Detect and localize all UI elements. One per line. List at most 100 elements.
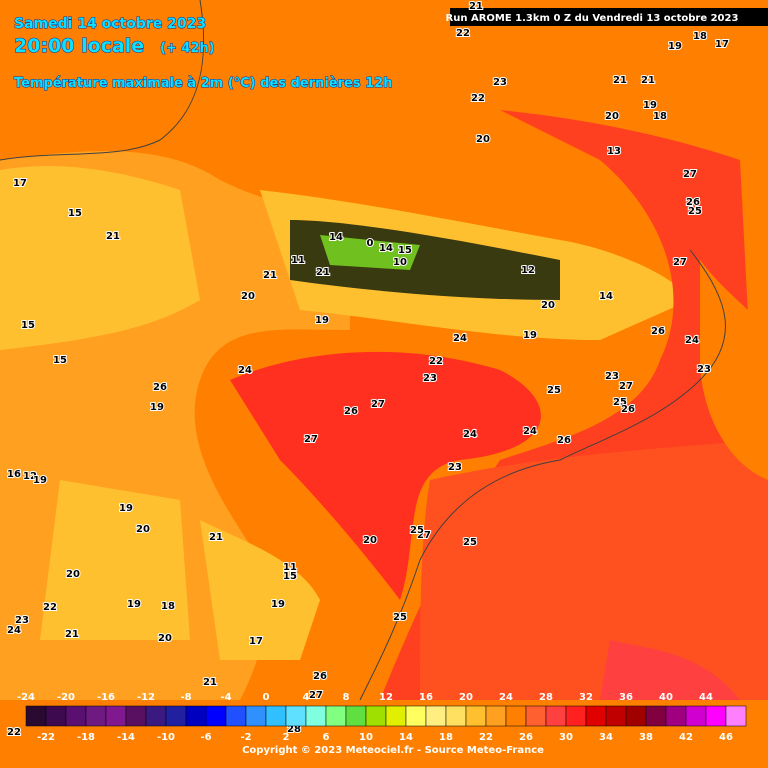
temperature-label: 13	[607, 146, 621, 157]
scale-label: 18	[439, 732, 453, 743]
temperature-label: 18	[653, 111, 667, 122]
time: 20:00 locale	[14, 35, 144, 57]
temperature-label: 27	[673, 257, 687, 268]
temperature-label: 18	[161, 601, 175, 612]
scale-label: 34	[599, 732, 613, 743]
temperature-label: 19	[150, 402, 164, 413]
scale-label: 0	[263, 692, 270, 703]
scale-label: -16	[97, 692, 115, 703]
temperature-label: 21	[613, 75, 627, 86]
temperature-label: 19	[271, 599, 285, 610]
scale-swatch	[645, 705, 667, 727]
scale-swatch	[265, 705, 287, 727]
temperature-label: 20	[363, 535, 377, 546]
scale-swatch	[165, 705, 187, 727]
temperature-label: 17	[715, 39, 729, 50]
scale-swatch	[225, 705, 247, 727]
scale-label: -24	[17, 692, 35, 703]
scale-swatch	[545, 705, 567, 727]
temperature-label: 21	[316, 267, 330, 278]
scale-label: -2	[240, 732, 251, 743]
scale-swatch	[325, 705, 347, 727]
run-box	[450, 8, 768, 26]
scale-label: -20	[57, 692, 75, 703]
temperature-label: 14	[329, 232, 343, 243]
temperature-label: 23	[448, 462, 462, 473]
temperature-label: 15	[283, 571, 297, 582]
scale-swatch	[45, 705, 67, 727]
temperature-label: 19	[523, 330, 537, 341]
scale-label: 28	[539, 692, 553, 703]
scale-label: 20	[459, 692, 473, 703]
scale-swatch	[565, 705, 587, 727]
temperature-label: 11	[291, 255, 305, 266]
scale-label: -4	[220, 692, 231, 703]
temperature-label: 26	[557, 435, 571, 446]
temperature-label: 27	[683, 169, 697, 180]
temperature-label: 20	[66, 569, 80, 580]
scale-label: 24	[499, 692, 513, 703]
scale-label: 4	[303, 692, 310, 703]
temperature-label: 26	[153, 382, 167, 393]
scale-swatch	[485, 705, 507, 727]
scale-label: 46	[719, 732, 733, 743]
scale-swatch	[285, 705, 307, 727]
temperature-label: 23	[697, 364, 711, 375]
scale-label: 14	[399, 732, 413, 743]
scale-label: 44	[699, 692, 713, 703]
scale-label: -14	[117, 732, 135, 743]
scale-label: 16	[419, 692, 433, 703]
temperature-label: 16	[7, 469, 21, 480]
scale-swatch	[365, 705, 387, 727]
scale-label: 26	[519, 732, 533, 743]
temperature-label: 27	[304, 434, 318, 445]
temperature-label: 17	[13, 178, 27, 189]
temperature-label: 20	[541, 300, 555, 311]
date: Samedi 14 octobre 2023	[14, 16, 206, 32]
temperature-label: 19	[127, 599, 141, 610]
temperature-label: 18	[693, 31, 707, 42]
temperature-label: 21	[106, 231, 120, 242]
scale-label: 8	[343, 692, 350, 703]
temperature-label: 15	[53, 355, 67, 366]
temperature-label: 21	[209, 532, 223, 543]
scale-swatch	[705, 705, 727, 727]
temperature-label: 21	[203, 677, 217, 688]
temperature-label: 24	[238, 365, 252, 376]
temperature-label: 25	[393, 612, 407, 623]
scale-swatch	[465, 705, 487, 727]
scale-swatch	[245, 705, 267, 727]
scale-swatch	[105, 705, 127, 727]
scale-label: -10	[157, 732, 175, 743]
temperature-label: 27	[417, 530, 431, 541]
scale-label: 6	[323, 732, 330, 743]
scale-swatch	[185, 705, 207, 727]
scale-swatch	[685, 705, 707, 727]
scale-swatch	[425, 705, 447, 727]
run-info: Run AROME 1.3km 0 Z du Vendredi 13 octob…	[446, 13, 739, 24]
map-labels: 21 22 19 18 17 23 21 21 22 19 20 18 20 13 27 17 26 25 15 21…	[6, 0, 730, 739]
temperature-label: 0	[367, 238, 374, 249]
temperature-label: 26	[621, 404, 635, 415]
scale-label: 2	[283, 732, 290, 743]
temperature-label: 12	[23, 471, 37, 482]
temperature-label: 26	[651, 326, 665, 337]
temperature-label: 22	[471, 93, 485, 104]
temperature-label: 22	[456, 28, 470, 39]
temperature-label: 20	[241, 291, 255, 302]
temperature-label: 21	[641, 75, 655, 86]
color-scale: -24-22-20-18-16-14-12-10-8-6-4-202468101…	[17, 692, 747, 743]
scale-swatch	[405, 705, 427, 727]
temperature-label: 21	[469, 1, 483, 12]
scale-label: 38	[639, 732, 653, 743]
temperature-label: 24	[463, 429, 477, 440]
temperature-label: 21	[65, 629, 79, 640]
scale-swatch	[85, 705, 107, 727]
scale-swatch	[525, 705, 547, 727]
scale-label: 12	[379, 692, 393, 703]
temperature-label: 20	[605, 111, 619, 122]
temperature-label: 12	[521, 265, 535, 276]
scale-label: 10	[359, 732, 373, 743]
temperature-label: 22	[43, 602, 57, 613]
